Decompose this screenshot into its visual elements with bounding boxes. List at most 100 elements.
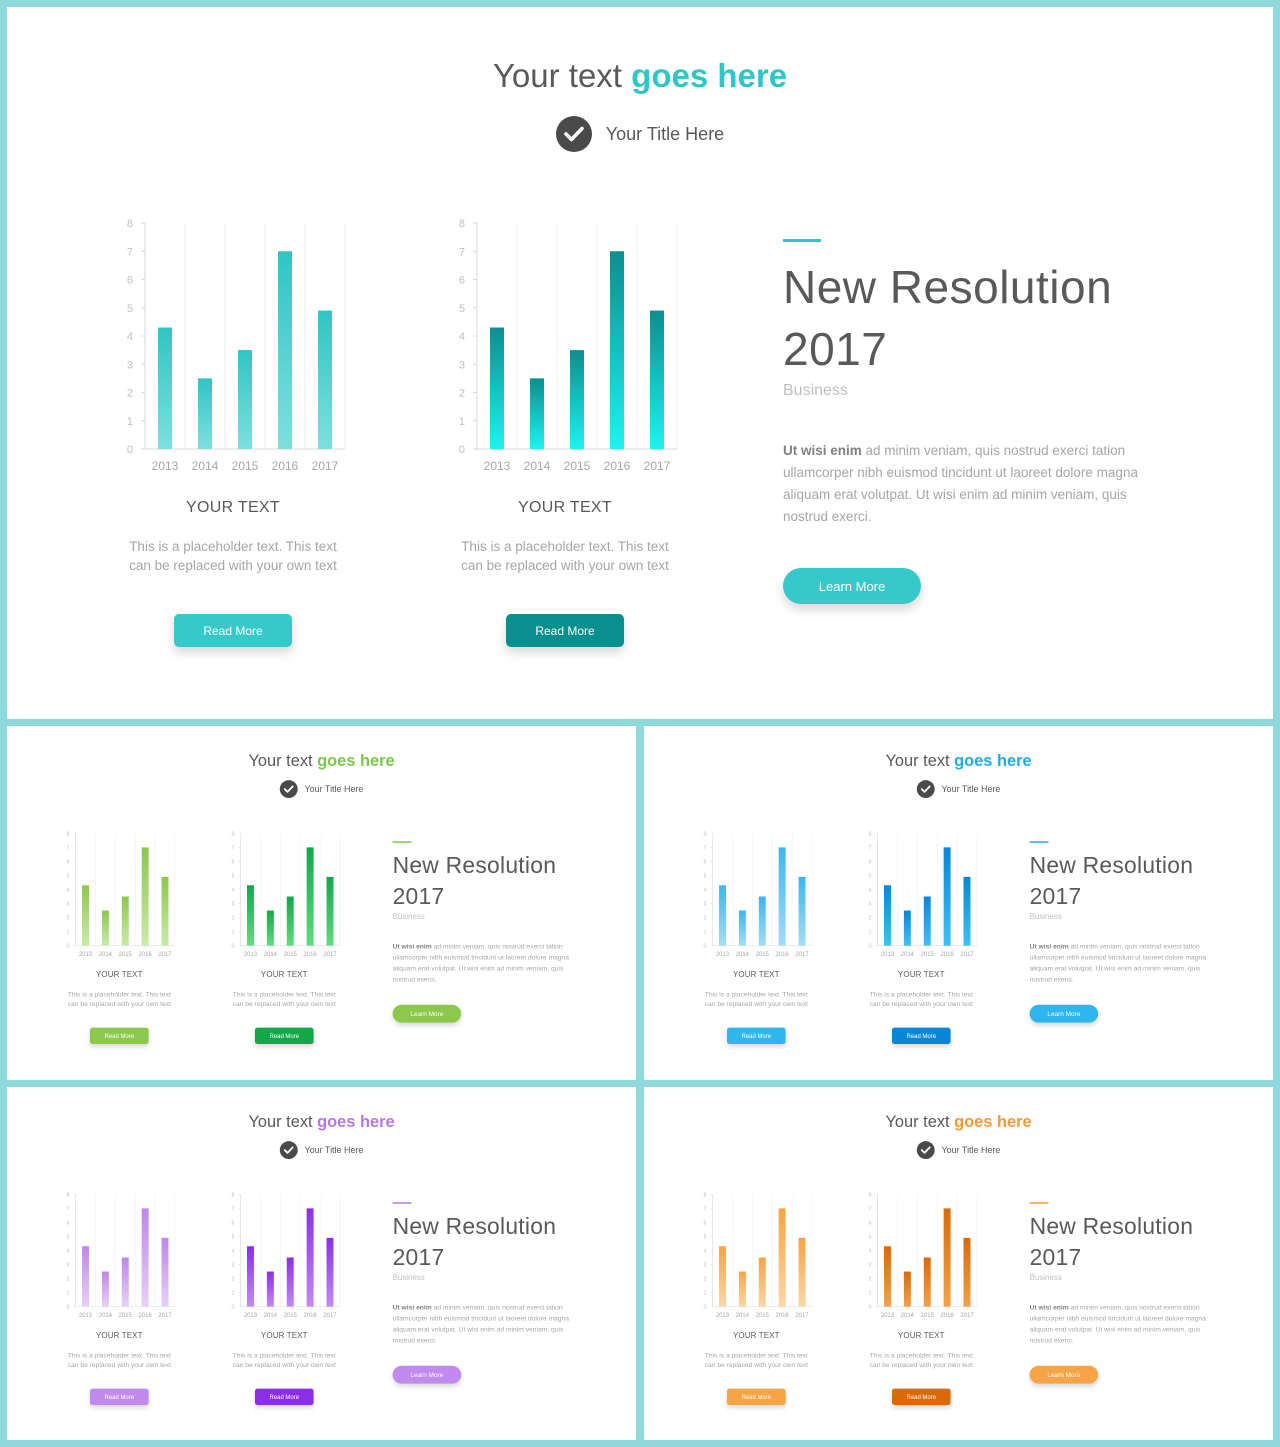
bar-2016 — [306, 1208, 314, 1307]
info-body: Ut wisi enim ad minim veniam, quis nostr… — [1030, 1302, 1219, 1346]
y-tick-label: 0 — [67, 944, 70, 950]
y-tick-label: 7 — [704, 1206, 707, 1212]
headline-accent: goes here — [631, 57, 788, 94]
y-tick-label: 6 — [869, 1220, 872, 1226]
headline: Your text goes here — [644, 751, 1273, 770]
card-text: This is a placeholder text. This text ca… — [67, 1351, 171, 1369]
bar-chart-2: 0 1 2 3 4 5 6 7 8 2013 2014 2015 2016 2017 — [869, 831, 978, 958]
info-title-line1: New Resolution — [392, 1213, 557, 1240]
y-tick-label: 5 — [704, 873, 707, 879]
y-tick-label: 8 — [459, 218, 465, 230]
bar-2015 — [121, 1257, 129, 1307]
y-tick-label: 1 — [232, 930, 235, 936]
info-body-bold: Ut wisi enim — [1029, 942, 1069, 951]
card-title: YOUR TEXT — [95, 1331, 143, 1340]
card-text: This is a placeholder text. This text ca… — [869, 990, 973, 1008]
headline: Your text goes here — [7, 1112, 636, 1131]
card-title: YOUR TEXT — [260, 1331, 308, 1340]
info-body-bold: Ut wisi enim — [783, 443, 862, 458]
y-tick-label: 1 — [869, 930, 872, 936]
info-category: Business — [1029, 912, 1062, 921]
y-tick-label: 3 — [232, 902, 235, 908]
subtitle: Your Title Here — [304, 783, 364, 794]
x-tick-label: 2014 — [264, 1313, 278, 1319]
y-tick-label: 4 — [869, 1248, 872, 1254]
card-title: YOUR TEXT — [95, 970, 143, 979]
bar-2017 — [650, 310, 664, 449]
y-tick-label: 8 — [67, 831, 70, 837]
bar-2016 — [943, 847, 951, 946]
x-tick-label: 2015 — [564, 459, 591, 473]
y-tick-label: 0 — [232, 944, 235, 950]
card-title: YOUR TEXT — [897, 970, 945, 979]
learn-more-button[interactable]: Learn More — [392, 1004, 462, 1023]
y-tick-label: 4 — [704, 887, 707, 893]
headline-plain: Your text — [248, 750, 318, 770]
check-circle-icon — [916, 1141, 935, 1160]
bar-2015 — [238, 350, 252, 449]
read-more-button[interactable]: Read More — [726, 1388, 786, 1406]
bar-chart-1: 0 1 2 3 4 5 6 7 8 2013 2014 2015 2016 2017 — [127, 218, 346, 473]
y-tick-label: 1 — [67, 930, 70, 936]
y-tick-label: 2 — [704, 1277, 707, 1283]
y-tick-label: 6 — [704, 859, 707, 865]
bar-2014 — [903, 910, 911, 946]
bar-2013 — [82, 885, 89, 946]
y-tick-label: 4 — [869, 887, 872, 893]
info-body-text: ad minim veniam, quis nostrud exerci tat… — [1029, 942, 1206, 983]
read-more-button[interactable]: Read More — [726, 1027, 786, 1045]
bar-2013 — [719, 885, 726, 946]
y-tick-label: 8 — [232, 831, 235, 837]
slide-blue: Your text goes here Your Title Here 0 1 2 3… — [644, 726, 1273, 1080]
chart-card-2: 0 1 2 3 4 5 6 7 8 2013 2014 2015 2016 2017 YOUR TEXT … — [862, 825, 981, 1045]
y-tick-label: 1 — [127, 416, 133, 428]
headline-plain: Your text — [492, 57, 632, 94]
bar-2015 — [758, 1257, 766, 1307]
x-tick-label: 2016 — [139, 1313, 153, 1319]
x-tick-label: 2013 — [244, 952, 258, 958]
x-tick-label: 2013 — [716, 1313, 730, 1319]
chart-card-1: 0 1 2 3 4 5 6 7 8 2013 2014 2015 2016 2017 YOUR TEXT … — [60, 825, 179, 1045]
y-tick-label: 5 — [127, 303, 133, 315]
learn-more-button[interactable]: Learn More — [783, 568, 921, 604]
read-more-button[interactable]: Read More — [89, 1388, 149, 1406]
y-tick-label: 2 — [869, 916, 872, 922]
read-more-button[interactable]: Read More — [891, 1388, 951, 1406]
chart-card-1: 0 1 2 3 4 5 6 7 8 2013 2014 2015 2016 2017 YOUR TEXT … — [113, 207, 353, 647]
y-tick-label: 7 — [459, 246, 465, 258]
y-tick-label: 7 — [704, 845, 707, 851]
read-more-button[interactable]: Read More — [89, 1027, 149, 1045]
y-tick-label: 5 — [869, 873, 872, 879]
x-tick-label: 2015 — [232, 459, 259, 473]
read-more-button[interactable]: Read More — [254, 1027, 314, 1045]
headline-accent: goes here — [317, 1111, 395, 1131]
learn-more-button[interactable]: Learn More — [1029, 1004, 1099, 1023]
x-tick-label: 2017 — [323, 952, 337, 958]
bar-2014 — [530, 378, 544, 449]
read-more-button[interactable]: Read More — [891, 1027, 951, 1045]
y-tick-label: 6 — [127, 275, 133, 287]
bar-2015 — [286, 1257, 294, 1307]
card-title: YOUR TEXT — [186, 499, 280, 516]
read-more-button[interactable]: Read More — [254, 1388, 314, 1406]
bar-2017 — [963, 876, 971, 946]
bar-2013 — [82, 1246, 89, 1307]
learn-more-button[interactable]: Learn More — [1029, 1365, 1099, 1384]
bar-2014 — [266, 1271, 274, 1307]
x-tick-label: 2015 — [119, 1313, 133, 1319]
y-tick-label: 8 — [869, 1192, 872, 1198]
subtitle-row: Your Title Here — [7, 1141, 636, 1160]
read-more-button[interactable]: Read More — [506, 614, 624, 647]
x-tick-label: 2015 — [756, 952, 770, 958]
accent-bar — [783, 239, 821, 242]
bar-2017 — [798, 1237, 806, 1307]
y-tick-label: 2 — [869, 1277, 872, 1283]
info-panel: New Resolution 2017 Business Ut wisi eni… — [783, 239, 1183, 604]
y-tick-label: 5 — [232, 1234, 235, 1240]
x-tick-label: 2016 — [776, 952, 790, 958]
learn-more-button[interactable]: Learn More — [392, 1365, 462, 1384]
read-more-button[interactable]: Read More — [174, 614, 292, 647]
y-tick-label: 0 — [869, 1305, 872, 1311]
y-tick-label: 2 — [127, 388, 133, 400]
bar-2015 — [570, 350, 584, 449]
